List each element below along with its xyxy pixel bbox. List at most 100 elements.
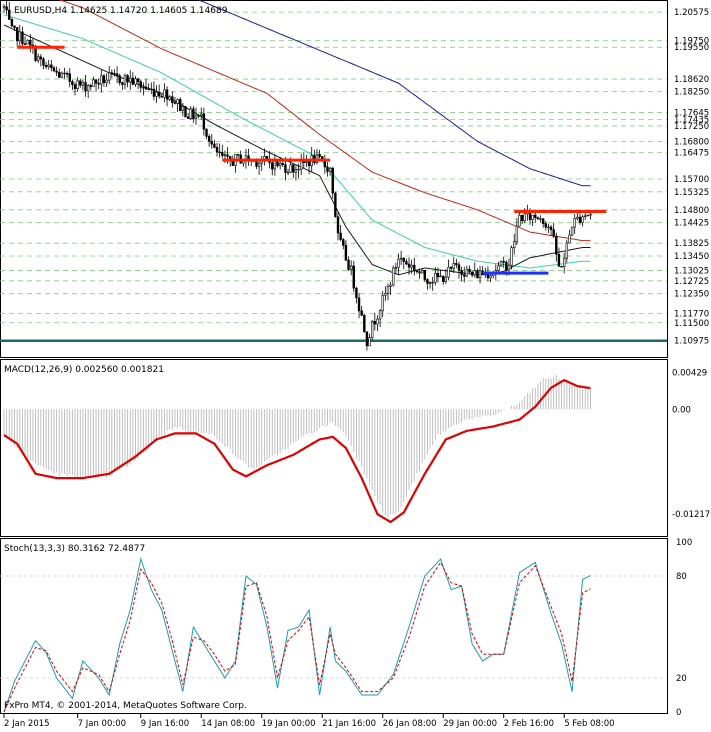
candle-body xyxy=(226,154,229,157)
price-candle xyxy=(518,211,521,227)
candle-body xyxy=(457,264,461,271)
price-candle xyxy=(360,306,363,317)
candle-body xyxy=(152,88,156,97)
candle-body xyxy=(55,70,58,73)
candle-body xyxy=(58,71,61,78)
price-candle xyxy=(336,212,340,241)
price-candle xyxy=(394,262,398,274)
candle-body xyxy=(410,264,413,268)
candle-body xyxy=(363,314,366,333)
macd-tick-label: 0.00429 xyxy=(672,368,707,378)
price-candle xyxy=(297,163,300,179)
candle-body xyxy=(15,27,19,42)
price-tick-label: 1.17250 xyxy=(674,122,709,132)
candle-body xyxy=(539,218,542,220)
candle-body xyxy=(349,265,353,270)
price-candle xyxy=(97,78,100,90)
candle-body xyxy=(89,85,92,87)
candle-body xyxy=(439,275,442,278)
macd-panel-title: MACD(12,26,9) 0.002560 0.001821 xyxy=(4,365,164,375)
candle-body xyxy=(520,214,524,222)
price-candle xyxy=(562,252,566,274)
price-tick-label: 1.15700 xyxy=(674,175,709,185)
price-candle xyxy=(126,73,129,88)
price-candle xyxy=(326,162,329,177)
price-candle xyxy=(568,229,571,244)
stochastic-panel: Stoch(13,3,3) 80.3162 72.4877 100 80 20 0 F… xyxy=(0,538,692,718)
price-candle xyxy=(502,256,505,269)
price-candle xyxy=(139,79,142,93)
candle-body xyxy=(476,270,479,279)
price-tick-label: 1.12350 xyxy=(674,290,709,300)
price-candle xyxy=(47,59,50,70)
candle-body xyxy=(399,257,403,260)
candle-body xyxy=(355,287,358,299)
price-tick-label: 1.18620 xyxy=(674,75,709,85)
candle-body xyxy=(221,152,224,156)
price-candle xyxy=(58,68,61,78)
candle-body xyxy=(463,274,466,277)
candle-body xyxy=(10,19,14,27)
candle-body xyxy=(541,218,545,224)
price-candle xyxy=(94,78,98,92)
price-candle xyxy=(294,165,298,181)
price-candle xyxy=(555,232,558,262)
candle-body xyxy=(44,65,48,67)
price-candle xyxy=(549,224,553,236)
candle-body xyxy=(205,128,208,137)
candle-body xyxy=(102,75,106,83)
candle-body xyxy=(339,232,342,240)
candle-body xyxy=(473,270,476,276)
price-candle xyxy=(415,270,419,274)
price-candle xyxy=(18,24,21,48)
candle-body xyxy=(236,154,240,156)
price-tick-label: 1.16800 xyxy=(674,137,709,147)
stochastic-tick-label: 100 xyxy=(676,538,692,548)
candle-body xyxy=(271,162,274,170)
candle-body xyxy=(223,154,227,156)
moving-average-line xyxy=(3,14,591,269)
price-candle xyxy=(271,161,274,176)
price-tick-label: 1.11770 xyxy=(674,310,709,320)
candle-body xyxy=(294,169,298,173)
price-tick-label: 1.19550 xyxy=(674,43,709,53)
stochastic-lines xyxy=(3,557,591,713)
candle-body xyxy=(336,216,340,234)
candle-body xyxy=(434,272,437,283)
price-candle xyxy=(386,283,390,301)
support-resistance-lines xyxy=(17,45,607,275)
price-candle xyxy=(547,223,550,234)
price-candle xyxy=(236,154,240,159)
candle-body xyxy=(507,264,511,271)
candle-body xyxy=(34,47,37,61)
candle-body xyxy=(578,216,582,223)
price-candle xyxy=(499,260,503,268)
candle-body xyxy=(63,72,66,75)
price-candle xyxy=(376,315,379,332)
candle-body xyxy=(179,99,182,111)
price-candle xyxy=(21,26,24,49)
candle-body xyxy=(94,79,98,84)
price-candle xyxy=(136,77,140,90)
price-candle xyxy=(402,257,405,270)
candle-body xyxy=(531,214,534,220)
price-tick-label: 1.11500 xyxy=(674,319,709,329)
candle-body xyxy=(307,161,311,167)
price-candle xyxy=(89,83,92,91)
price-candle xyxy=(71,79,74,90)
candle-body xyxy=(68,73,71,82)
price-candle xyxy=(447,259,450,281)
candle-body xyxy=(218,151,221,154)
price-candle xyxy=(539,215,542,223)
price-candle xyxy=(86,83,90,99)
price-candle xyxy=(389,281,392,295)
stochastic-line xyxy=(3,557,591,713)
candle-body xyxy=(431,281,434,284)
price-candle xyxy=(431,276,434,291)
price-candle xyxy=(42,57,45,70)
candle-body xyxy=(584,215,587,218)
price-candle xyxy=(55,66,58,77)
candle-body xyxy=(273,160,277,170)
macd-panel-frame xyxy=(0,359,668,537)
price-candle xyxy=(163,83,166,103)
